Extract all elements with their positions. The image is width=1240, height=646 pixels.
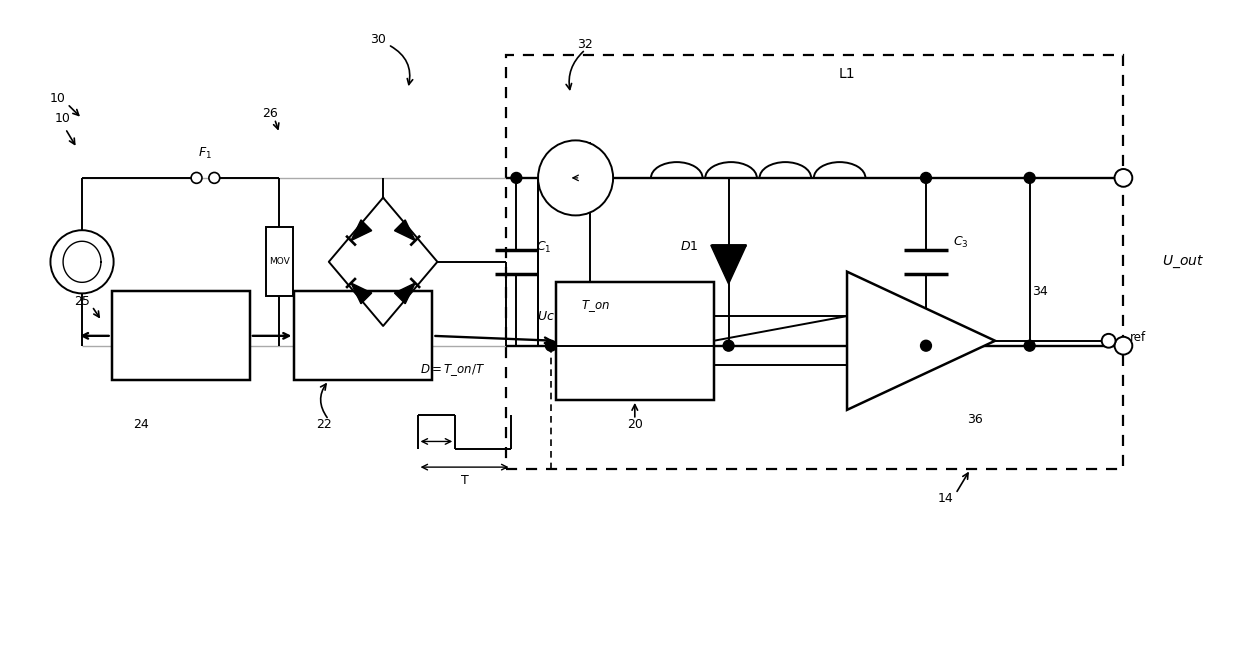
Text: 14: 14 bbox=[937, 492, 954, 505]
Text: 34: 34 bbox=[1032, 285, 1048, 298]
Bar bbox=[112, 291, 249, 380]
Bar bbox=[506, 54, 1123, 469]
Bar bbox=[265, 227, 294, 297]
Circle shape bbox=[1024, 340, 1035, 351]
Circle shape bbox=[208, 172, 219, 183]
Text: $C_3$: $C_3$ bbox=[952, 234, 968, 249]
Bar bbox=[556, 282, 714, 400]
Text: $F_1$: $F_1$ bbox=[198, 145, 212, 161]
Text: 36: 36 bbox=[967, 413, 983, 426]
Text: 20: 20 bbox=[627, 418, 642, 431]
Circle shape bbox=[1115, 337, 1132, 355]
Text: T: T bbox=[460, 474, 469, 488]
Text: 30: 30 bbox=[371, 33, 386, 47]
Text: 10: 10 bbox=[55, 112, 71, 125]
Polygon shape bbox=[711, 245, 746, 284]
Circle shape bbox=[1024, 172, 1035, 183]
Text: $C_1$: $C_1$ bbox=[536, 240, 552, 255]
Text: $U\_out$: $U\_out$ bbox=[1162, 254, 1204, 270]
Text: 32: 32 bbox=[578, 38, 593, 51]
Circle shape bbox=[51, 230, 114, 293]
Text: $D1$: $D1$ bbox=[680, 240, 698, 253]
Polygon shape bbox=[394, 283, 415, 304]
Polygon shape bbox=[394, 220, 415, 240]
Bar bbox=[294, 291, 433, 380]
Text: 22: 22 bbox=[316, 418, 332, 431]
Text: ref: ref bbox=[1130, 331, 1146, 344]
Polygon shape bbox=[847, 272, 994, 410]
Circle shape bbox=[723, 340, 734, 351]
Text: 25: 25 bbox=[74, 295, 91, 307]
Polygon shape bbox=[351, 220, 372, 240]
Text: $T\_on$: $T\_on$ bbox=[580, 298, 610, 314]
Text: $Uc$: $Uc$ bbox=[537, 309, 554, 322]
Circle shape bbox=[191, 172, 202, 183]
Circle shape bbox=[920, 172, 931, 183]
Circle shape bbox=[1115, 169, 1132, 187]
Circle shape bbox=[511, 172, 522, 183]
Text: $D=T\_on/T$: $D=T\_on/T$ bbox=[419, 362, 485, 379]
Circle shape bbox=[920, 340, 931, 351]
Text: 24: 24 bbox=[134, 418, 149, 431]
Text: 26: 26 bbox=[262, 107, 278, 120]
Circle shape bbox=[546, 340, 557, 351]
Circle shape bbox=[1101, 334, 1116, 348]
Circle shape bbox=[538, 140, 613, 215]
Polygon shape bbox=[351, 283, 372, 304]
Text: 10: 10 bbox=[50, 92, 66, 105]
Text: L1: L1 bbox=[838, 67, 856, 81]
Text: MOV: MOV bbox=[269, 257, 290, 266]
